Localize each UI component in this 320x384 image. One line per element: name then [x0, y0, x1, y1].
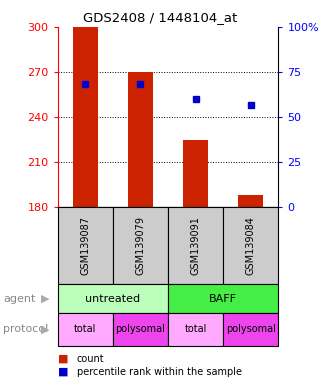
Bar: [223, 207, 278, 284]
Bar: [183, 140, 208, 207]
Text: ■: ■: [58, 354, 68, 364]
Text: polysomal: polysomal: [116, 324, 165, 334]
Text: BAFF: BAFF: [209, 293, 237, 304]
Text: total: total: [184, 324, 207, 334]
Text: protocol: protocol: [3, 324, 48, 334]
Text: GDS2408 / 1448104_at: GDS2408 / 1448104_at: [83, 12, 237, 25]
Bar: [73, 27, 98, 207]
Text: untreated: untreated: [85, 293, 140, 304]
Bar: [168, 284, 278, 313]
Bar: [58, 207, 113, 284]
Bar: [168, 207, 223, 284]
Text: ▶: ▶: [41, 324, 49, 334]
Text: count: count: [77, 354, 104, 364]
Bar: [113, 207, 168, 284]
Bar: [58, 284, 168, 313]
Text: GSM139084: GSM139084: [246, 216, 256, 275]
Bar: [223, 313, 278, 346]
Bar: [58, 313, 113, 346]
Bar: [113, 313, 168, 346]
Text: GSM139079: GSM139079: [135, 216, 145, 275]
Text: ▶: ▶: [41, 293, 49, 304]
Bar: [238, 195, 263, 207]
Text: total: total: [74, 324, 96, 334]
Bar: [168, 313, 223, 346]
Bar: [128, 72, 153, 207]
Text: percentile rank within the sample: percentile rank within the sample: [77, 367, 242, 377]
Text: polysomal: polysomal: [226, 324, 276, 334]
Text: GSM139091: GSM139091: [191, 216, 201, 275]
Text: GSM139087: GSM139087: [80, 216, 90, 275]
Text: agent: agent: [3, 293, 36, 304]
Text: ■: ■: [58, 367, 68, 377]
